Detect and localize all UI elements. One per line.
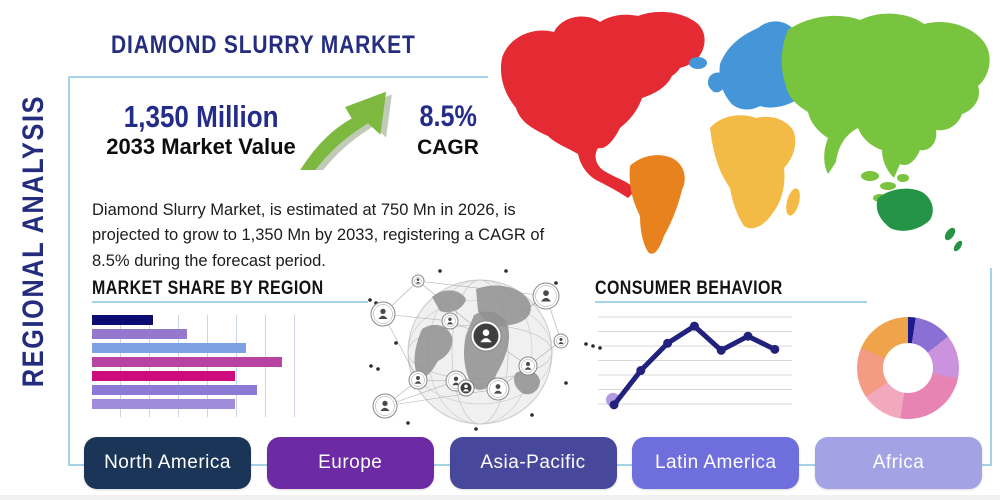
person-icon	[464, 384, 468, 388]
line-point-1	[609, 400, 619, 410]
globe-landmass-3	[476, 285, 531, 327]
page-title: DIAMOND SLURRY MARKET	[110, 30, 416, 59]
side-label-regional-analysis: REGIONAL ANALYSIS	[17, 94, 50, 388]
person-icon	[380, 308, 386, 314]
region-button-africa[interactable]: Africa	[815, 437, 982, 489]
bar-heading-rule	[92, 301, 368, 303]
bar-segment-2	[92, 329, 187, 339]
bar-chart-heading: MARKET SHARE BY REGION	[92, 278, 324, 299]
market-description: Diamond Slurry Market, is estimated at 7…	[92, 200, 545, 271]
world-map-graphic	[488, 0, 1000, 268]
bar-segment-1	[92, 315, 153, 325]
region-buttons-row: North America Europe Asia-Pacific Latin Ame…	[84, 437, 982, 489]
region-button-north-america[interactable]: North America	[84, 437, 251, 489]
page-bottom-shade	[0, 495, 1000, 500]
globe-landmass-4	[432, 290, 466, 313]
bar-segment-6	[92, 385, 258, 395]
line-point-5	[716, 345, 726, 355]
growth-arrow-icon	[296, 86, 396, 174]
market-value-label: 2033 Market Value	[106, 134, 296, 159]
person-icon	[543, 290, 549, 296]
bar-segment-5	[92, 371, 235, 381]
region-button-europe[interactable]: Europe	[266, 437, 434, 489]
person-icon	[453, 376, 459, 381]
line-point-4	[689, 321, 699, 331]
person-icon	[559, 337, 563, 341]
line-point-2	[636, 366, 646, 376]
regional-share-donut-chart	[857, 317, 959, 419]
person-icon	[416, 376, 420, 380]
consumer-behavior-line-chart	[598, 312, 792, 424]
cagr-stat: 8.5%	[419, 100, 477, 133]
person-icon	[526, 362, 530, 366]
market-value-stat: 1,350 Million	[123, 99, 279, 134]
person-icon	[382, 400, 388, 406]
line-point-7	[770, 344, 780, 354]
bar-segment-3	[92, 343, 246, 353]
line-heading-rule	[595, 301, 867, 303]
bar-segment-4	[92, 357, 282, 367]
region-button-latin-america[interactable]: Latin America	[632, 437, 800, 489]
globe-network-graphic	[356, 263, 606, 437]
region-button-asia-pacific[interactable]: Asia-Pacific	[449, 437, 617, 489]
line-point-3	[663, 338, 673, 348]
globe-landmass-2	[414, 324, 453, 377]
person-icon	[482, 329, 490, 336]
person-icon	[416, 278, 420, 281]
line-chart-heading: CONSUMER BEHAVIOR	[595, 278, 783, 299]
cagr-label: CAGR	[417, 136, 479, 159]
person-icon	[495, 384, 501, 389]
globe-landmass-5	[514, 370, 540, 395]
market-share-bar-chart	[92, 315, 304, 417]
bar-segment-7	[92, 399, 235, 409]
person-icon	[448, 317, 452, 321]
line-point-6	[743, 331, 753, 341]
